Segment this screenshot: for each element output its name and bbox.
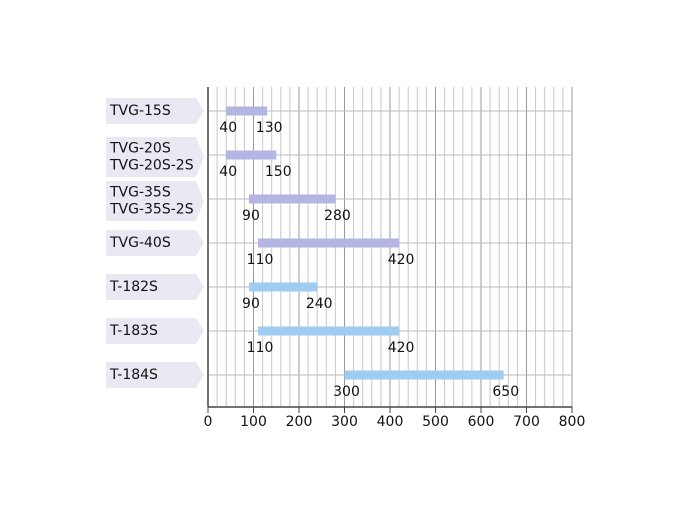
bar — [226, 106, 268, 116]
x-tick-label: 300 — [331, 414, 358, 430]
bar-end-label: 650 — [492, 384, 519, 400]
category-label: TVG-35S-2S — [109, 202, 194, 218]
bar — [344, 370, 504, 380]
bar — [226, 150, 277, 160]
bar-end-label: 130 — [256, 120, 283, 136]
category-label: TVG-15S — [109, 103, 171, 119]
bar — [258, 238, 400, 248]
bar-end-label: 420 — [388, 252, 415, 268]
category-label: T-182S — [109, 279, 158, 295]
x-tick-label: 400 — [377, 414, 404, 430]
x-tick-label: 800 — [559, 414, 586, 430]
x-tick-label: 500 — [422, 414, 449, 430]
bar-start-label: 300 — [333, 384, 360, 400]
bar-start-label: 40 — [219, 120, 237, 136]
category-box — [106, 274, 204, 300]
bar-end-label: 280 — [324, 208, 351, 224]
category-box — [106, 181, 204, 221]
category-label: TVG-20S — [109, 141, 171, 157]
bar-end-label: 150 — [265, 164, 292, 180]
x-tick-label: 0 — [204, 414, 213, 430]
bar-start-label: 90 — [242, 296, 260, 312]
bar-start-label: 110 — [247, 252, 274, 268]
bar — [248, 282, 318, 292]
x-tick-label: 700 — [513, 414, 540, 430]
x-tick-label: 600 — [468, 414, 495, 430]
category-box — [106, 318, 204, 344]
bar — [258, 326, 400, 336]
x-tick-label: 200 — [286, 414, 313, 430]
category-label: TVG-35S — [109, 185, 171, 201]
bar — [248, 194, 336, 204]
category-label: TVG-40S — [109, 235, 171, 251]
x-tick-label: 100 — [240, 414, 267, 430]
category-box — [106, 230, 204, 256]
category-label: T-183S — [109, 323, 158, 339]
category-box — [106, 362, 204, 388]
category-box — [106, 137, 204, 177]
bar-start-label: 110 — [247, 340, 274, 356]
bar-start-label: 90 — [242, 208, 260, 224]
category-box — [106, 98, 204, 124]
category-label: T-184S — [109, 367, 158, 383]
category-label: TVG-20S-2S — [109, 158, 194, 174]
bar-end-label: 420 — [388, 340, 415, 356]
bar-end-label: 240 — [306, 296, 333, 312]
bar-start-label: 40 — [219, 164, 237, 180]
